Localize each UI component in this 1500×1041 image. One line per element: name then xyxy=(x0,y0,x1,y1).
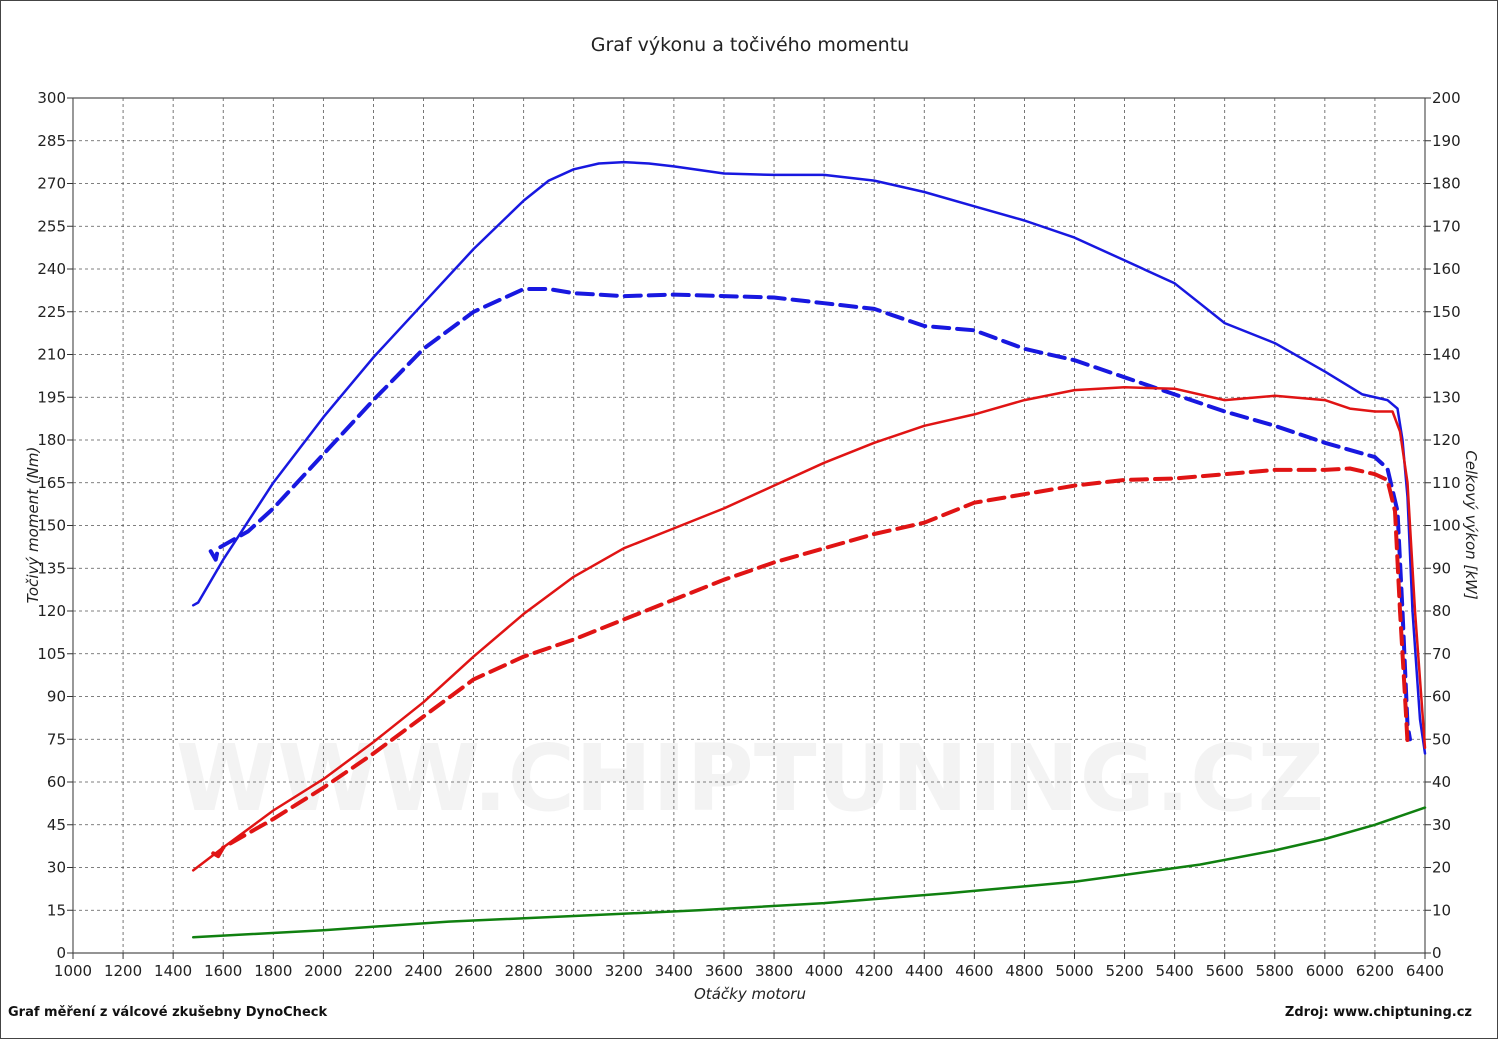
y-right-tick-label: 30 xyxy=(1432,816,1451,834)
x-tick-label: 6000 xyxy=(1306,962,1344,980)
x-tick-label: 1200 xyxy=(104,962,142,980)
x-tick-label: 1400 xyxy=(154,962,192,980)
x-tick-label: 4200 xyxy=(855,962,893,980)
y-right-tick-label: 70 xyxy=(1432,645,1451,663)
series-line-1 xyxy=(191,160,1427,755)
x-tick-label: 4600 xyxy=(955,962,993,980)
y-left-tick-label: 255 xyxy=(37,217,66,235)
y-left-tick-label: 0 xyxy=(56,944,66,962)
footer-source-link[interactable]: Zdroj: www.chiptuning.cz xyxy=(1284,1005,1472,1020)
y-right-tick-label: 180 xyxy=(1432,175,1461,193)
grid-lines xyxy=(67,97,1431,959)
y-right-tick-label: 50 xyxy=(1432,730,1451,748)
data-series xyxy=(191,160,1427,939)
y-left-tick-label: 90 xyxy=(47,688,66,706)
y-axis-right-label: Celkový výkon [kW] xyxy=(1462,450,1480,600)
y-left-tick-label: 105 xyxy=(37,645,66,663)
y-left-tick-label: 135 xyxy=(37,559,66,577)
y-left-tick-label: 15 xyxy=(47,901,66,919)
footer-source-note: Graf měření z válcové zkušebny DynoCheck xyxy=(8,1005,328,1020)
x-tick-label: 5000 xyxy=(1055,962,1093,980)
y-right-tick-label: 40 xyxy=(1432,773,1451,791)
y-left-tick-label: 30 xyxy=(47,859,66,877)
y-left-tick-label: 180 xyxy=(37,431,66,449)
y-right-tick-label: 90 xyxy=(1432,559,1451,577)
y-right-tick-label: 20 xyxy=(1432,859,1451,877)
x-tick-label: 3200 xyxy=(605,962,643,980)
x-axis-label: Otáčky motoru xyxy=(694,985,806,1003)
x-tick-label: 6400 xyxy=(1406,962,1444,980)
y-left-tick-label: 210 xyxy=(37,346,66,364)
x-tick-label: 3800 xyxy=(755,962,793,980)
x-tick-label: 2600 xyxy=(454,962,492,980)
series-line-4 xyxy=(211,466,1410,859)
y-right-tick-label: 140 xyxy=(1432,346,1461,364)
y-left-tick-label: 165 xyxy=(37,474,66,492)
x-tick-label: 3400 xyxy=(655,962,693,980)
series-line-2 xyxy=(208,287,1412,742)
x-tick-label: 4000 xyxy=(805,962,843,980)
y-left-tick-label: 75 xyxy=(47,730,66,748)
x-tick-label: 1000 xyxy=(54,962,92,980)
y-left-tick-label: 240 xyxy=(37,260,66,278)
y-left-tick-label: 120 xyxy=(37,602,66,620)
y-right-tick-label: 200 xyxy=(1432,89,1461,107)
y-right-tick-label: 80 xyxy=(1432,602,1451,620)
y-left-tick-label: 285 xyxy=(37,132,66,150)
watermark: WWW.CHIPTUNING.CZ xyxy=(176,725,1324,832)
y-right-tick-label: 160 xyxy=(1432,260,1461,278)
y-right-tick-label: 120 xyxy=(1432,431,1461,449)
x-tick-label: 5400 xyxy=(1156,962,1194,980)
y-right-tick-label: 130 xyxy=(1432,388,1461,406)
y-right-tick-label: 0 xyxy=(1432,944,1442,962)
y-left-tick-label: 60 xyxy=(47,773,66,791)
y-left-tick-label: 300 xyxy=(37,89,66,107)
y-left-tick-label: 150 xyxy=(37,517,66,535)
series-line-3 xyxy=(191,386,1427,872)
y-left-tick-label: 270 xyxy=(37,175,66,193)
tick-labels: 1000 1200 1400 1600 1800 2000 2200 2400 2600 2800… xyxy=(37,89,1460,980)
x-tick-label: 2400 xyxy=(404,962,442,980)
series-line-5 xyxy=(191,806,1427,939)
y-right-tick-label: 60 xyxy=(1432,688,1451,706)
x-tick-label: 5200 xyxy=(1105,962,1143,980)
y-right-tick-label: 100 xyxy=(1432,517,1461,535)
x-tick-label: 2200 xyxy=(354,962,392,980)
x-tick-label: 3600 xyxy=(705,962,743,980)
y-left-tick-label: 195 xyxy=(37,388,66,406)
x-tick-label: 5800 xyxy=(1256,962,1294,980)
x-tick-label: 6200 xyxy=(1356,962,1394,980)
x-tick-label: 2000 xyxy=(304,962,342,980)
x-tick-label: 5600 xyxy=(1206,962,1244,980)
y-right-tick-label: 150 xyxy=(1432,303,1461,321)
watermark-text: WWW.CHIPTUNING.CZ xyxy=(176,725,1324,832)
y-right-tick-label: 110 xyxy=(1432,474,1461,492)
x-tick-label: 3000 xyxy=(555,962,593,980)
y-axis-left-label: Točivý moment (Nm) xyxy=(24,447,42,604)
y-left-tick-label: 45 xyxy=(47,816,66,834)
x-tick-label: 1800 xyxy=(254,962,292,980)
y-right-tick-label: 190 xyxy=(1432,132,1461,150)
x-tick-label: 1600 xyxy=(204,962,242,980)
x-tick-label: 4400 xyxy=(905,962,943,980)
x-tick-label: 2800 xyxy=(505,962,543,980)
chart-title: Graf výkonu a točivého momentu xyxy=(590,34,910,56)
x-tick-label: 4800 xyxy=(1005,962,1043,980)
y-left-tick-label: 225 xyxy=(37,303,66,321)
y-right-tick-label: 170 xyxy=(1432,217,1461,235)
y-right-tick-label: 10 xyxy=(1432,901,1451,919)
